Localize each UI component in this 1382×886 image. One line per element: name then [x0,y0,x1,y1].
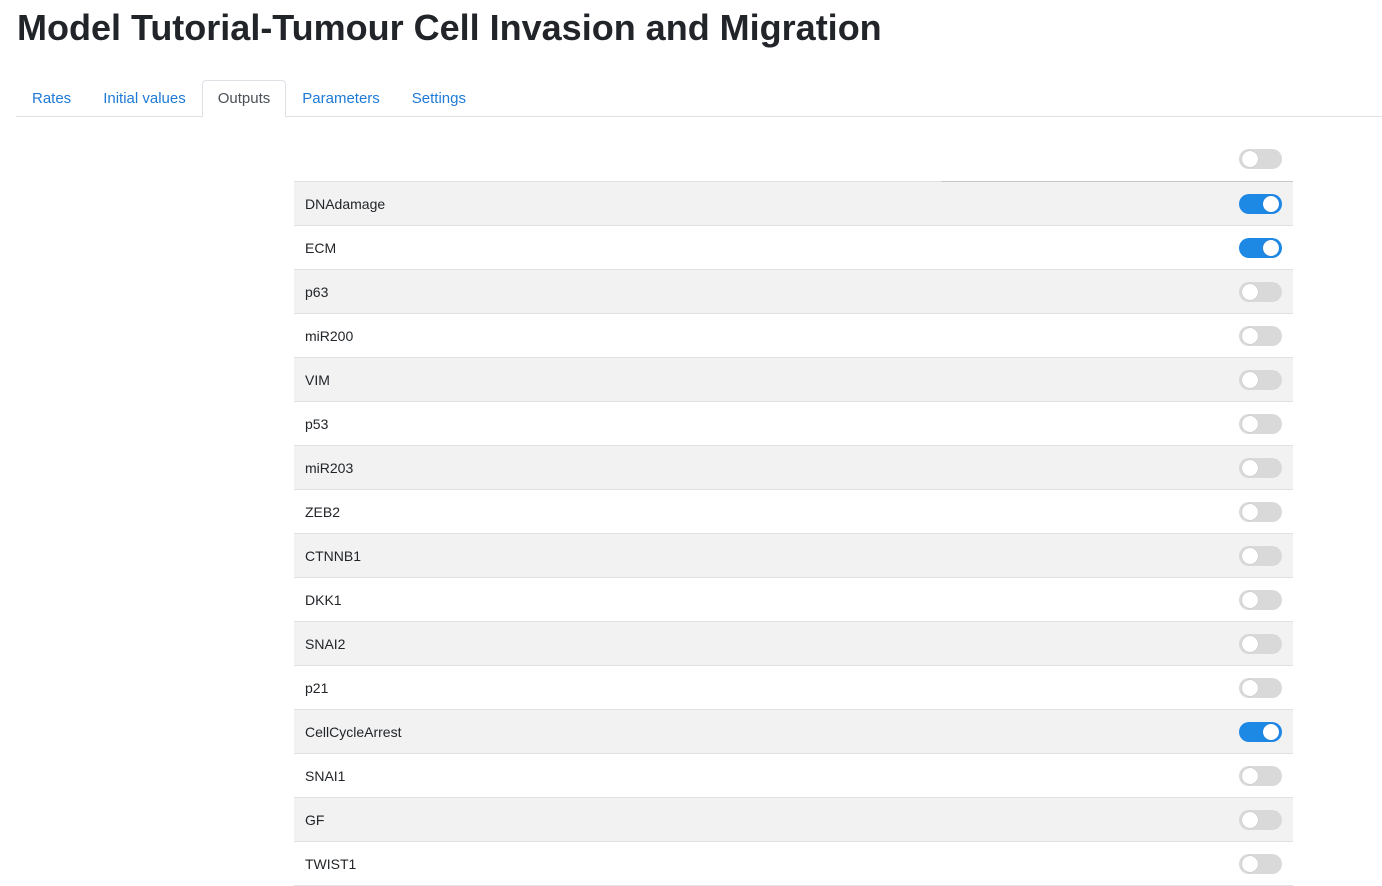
output-label: ZEB2 [305,503,341,520]
toggle-knob [1242,459,1258,476]
output-toggle[interactable] [1239,853,1282,874]
output-row: SNAI1 [294,754,1293,798]
output-toggle[interactable] [1239,325,1282,346]
toggle-knob [1242,327,1258,344]
output-label: TWIST1 [305,855,357,872]
tab-parameters[interactable]: Parameters [302,90,380,107]
output-row: p63 [294,270,1293,314]
output-row: SNAI2 [294,622,1293,666]
output-row: TWIST1 [294,842,1293,886]
toggle-knob [1263,195,1279,212]
output-label: ECM [305,239,337,256]
output-label: p63 [305,283,329,300]
output-label: p53 [305,415,329,432]
toggle-knob [1242,811,1258,828]
output-toggle[interactable] [1239,589,1282,610]
output-label: DKK1 [305,591,342,608]
output-toggle[interactable] [1239,809,1282,830]
output-toggle[interactable] [1239,721,1282,742]
output-row: DNAdamage [294,182,1293,226]
toggle-knob [1263,239,1279,256]
output-toggle[interactable] [1239,765,1282,786]
toggle-knob [1242,767,1258,784]
output-row: miR200 [294,314,1293,358]
output-label: SNAI1 [305,767,346,784]
output-row: p21 [294,666,1293,710]
toggle-knob [1242,371,1258,388]
toggle-knob [1242,547,1258,564]
toggle-knob [1242,503,1258,520]
output-label: GF [305,811,325,828]
header-divider [294,181,1293,182]
tab-bar: Rates Initial values Outputs Parameters … [16,80,1382,117]
output-toggle[interactable] [1239,457,1282,478]
tab-rates[interactable]: Rates [32,90,72,107]
output-toggle[interactable] [1239,545,1282,566]
outputs-list: DNAdamage ECM p63 miR200 VIM p53 miR203 ZEB2 CTN… [294,138,1293,886]
toggle-knob [1242,635,1258,652]
output-toggle[interactable] [1239,413,1282,434]
select-all-toggle[interactable] [1239,149,1282,169]
output-label: CellCycleArrest [305,723,402,740]
output-label: miR203 [305,459,354,476]
outputs-header-row [294,138,1293,182]
output-label: SNAI2 [305,635,346,652]
output-row: CTNNB1 [294,534,1293,578]
output-label: DNAdamage [305,195,386,212]
output-row: ZEB2 [294,490,1293,534]
output-toggle[interactable] [1239,281,1282,302]
output-row: DKK1 [294,578,1293,622]
output-row: VIM [294,358,1293,402]
tab-settings[interactable]: Settings [411,90,466,107]
toggle-knob [1242,151,1258,167]
output-label: VIM [305,371,330,388]
output-row: miR203 [294,446,1293,490]
output-toggle[interactable] [1239,237,1282,258]
output-toggle[interactable] [1239,369,1282,390]
output-toggle[interactable] [1239,501,1282,522]
toggle-knob [1242,415,1258,432]
tab-initial-values[interactable]: Initial values [103,90,186,107]
output-toggle[interactable] [1239,633,1282,654]
toggle-knob [1263,723,1279,740]
output-label: miR200 [305,327,354,344]
toggle-knob [1242,283,1258,300]
page-title: Model Tutorial-Tumour Cell Invasion and … [17,7,882,48]
output-toggle[interactable] [1239,193,1282,214]
output-row: GF [294,798,1293,842]
toggle-knob [1242,855,1258,872]
output-toggle[interactable] [1239,677,1282,698]
output-row: CellCycleArrest [294,710,1293,754]
output-row: ECM [294,226,1293,270]
toggle-knob [1242,591,1258,608]
toggle-knob [1242,679,1258,696]
output-row: p53 [294,402,1293,446]
output-label: p21 [305,679,329,696]
tab-outputs[interactable]: Outputs [201,80,287,117]
output-label: CTNNB1 [305,547,362,564]
